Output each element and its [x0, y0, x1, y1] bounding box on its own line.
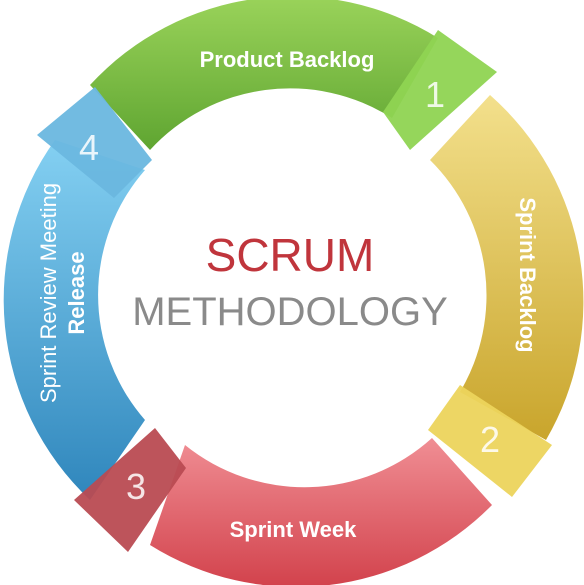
step-1-tab	[383, 30, 497, 150]
step-2-tab	[428, 385, 552, 497]
step-3-number: 3	[126, 466, 146, 507]
step-4-number: 4	[79, 127, 99, 168]
step-3-label: Sprint Week	[230, 517, 358, 542]
center-title: SCRUM	[206, 229, 375, 281]
segment-sprint-backlog	[430, 95, 584, 440]
step-1-number: 1	[425, 74, 445, 115]
step-1-label: Product Backlog	[200, 47, 375, 72]
segment-sprint-week	[150, 438, 492, 585]
step-2-number: 2	[480, 419, 500, 460]
step-4-label: Sprint Review Meeting	[36, 183, 61, 403]
center-subtitle: METHODOLOGY	[132, 290, 448, 334]
step-4-tab	[37, 87, 152, 198]
segment-sprint-review-release	[3, 140, 145, 500]
step-3-tab	[74, 428, 186, 552]
step-4-label-release: Release	[64, 251, 89, 334]
step-2-label: Sprint Backlog	[515, 197, 540, 352]
segment-product-backlog	[90, 0, 438, 150]
